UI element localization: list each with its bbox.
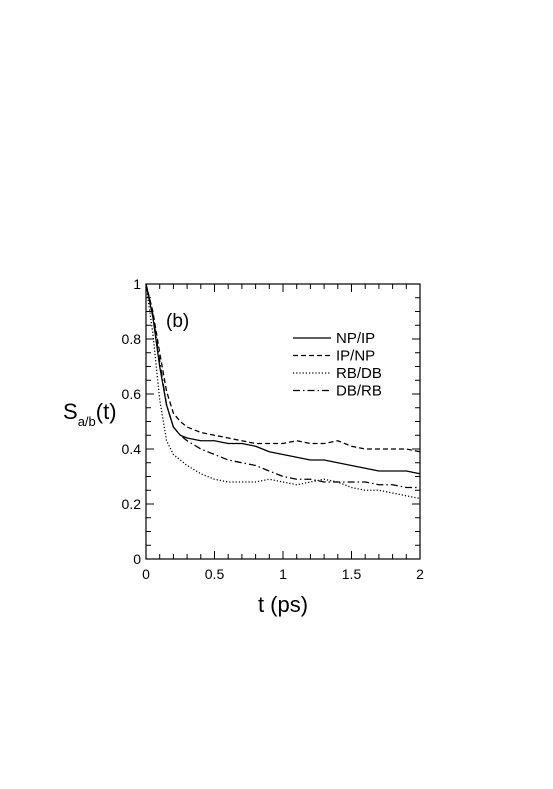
x-axis-title: t (ps) [258,592,308,617]
y-tick-label: 0.4 [122,441,142,457]
y-tick-label: 0.6 [122,386,142,402]
series-layer [145,283,421,500]
x-tick-label: 0 [142,566,150,582]
y-axis-title: Sa/b(t) [63,399,117,429]
x-tick-label: 1.5 [342,566,362,582]
legend-label: DB/RB [336,383,382,400]
legend-label: NP/IP [336,330,375,347]
legend-label: RB/DB [336,365,382,382]
x-tick-label: 1 [279,566,287,582]
legend-label: IP/NP [336,348,375,365]
labels-layer: 0 0.5 1 1.5 2 0 0.2 0.4 0.6 0.8 1 [122,276,425,582]
y-axis-title-subscript: a/b [78,414,96,429]
series-line-ip-np [145,283,421,453]
y-axis-title-suffix: (t) [96,399,117,424]
series-line-rb-db [145,283,421,500]
x-tick-label: 2 [416,566,424,582]
panel-label: (b) [166,311,189,332]
plot-frame [145,283,421,560]
series-line-db-rb [145,283,420,489]
x-tick-label: 0.5 [205,566,225,582]
y-tick-label: 0 [133,551,141,567]
y-tick-label: 0.8 [122,331,142,347]
y-tick-label: 1 [133,276,141,292]
y-axis-title-main: S [63,399,78,424]
y-tick-label: 0.2 [122,496,142,512]
